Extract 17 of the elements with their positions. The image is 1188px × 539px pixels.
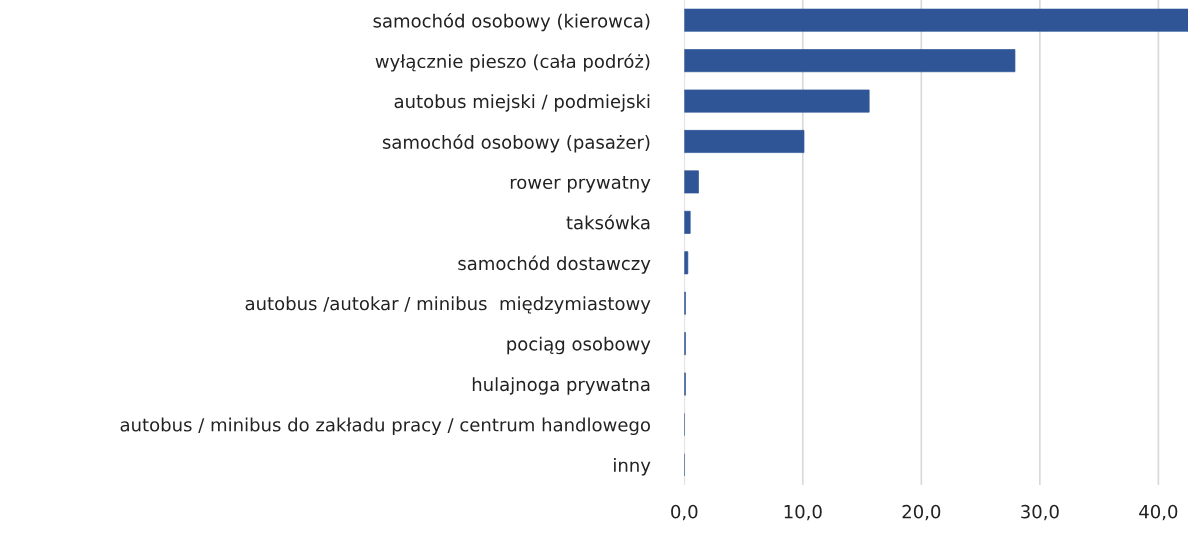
x-tick-label: 40,0 [1139,504,1178,521]
x-tick-label: 0,0 [671,504,698,521]
y-tick-label: samochód osobowy (pasażer) [382,134,650,153]
y-tick-label: autobus miejski / podmiejski [394,94,650,112]
y-tick-label: autobus / minibus do zakładu pracy / centrum handlowego [120,417,650,436]
y-tick-label: rower prywatny [510,176,651,193]
x-tick-label: 20,0 [902,504,941,521]
y-tick-label: samochód dostawczy [458,255,651,274]
y-tick-label: autobus /autokar / minibus międzymiastowy [245,296,651,314]
x-tick-label: 30,0 [1021,504,1059,521]
y-tick-label: taksówka [566,214,650,230]
y-tick-label: pociąg osobowy [507,336,651,355]
x-tick-label: 10,0 [784,504,822,521]
y-tick-label: wyłącznie pieszo (cała podróż) [375,53,650,72]
y-tick-label: samochód osobowy (kierowca) [373,12,650,32]
y-tick-label: hulajnoga prywatna [472,377,650,395]
y-tick-label: inny [614,458,651,476]
